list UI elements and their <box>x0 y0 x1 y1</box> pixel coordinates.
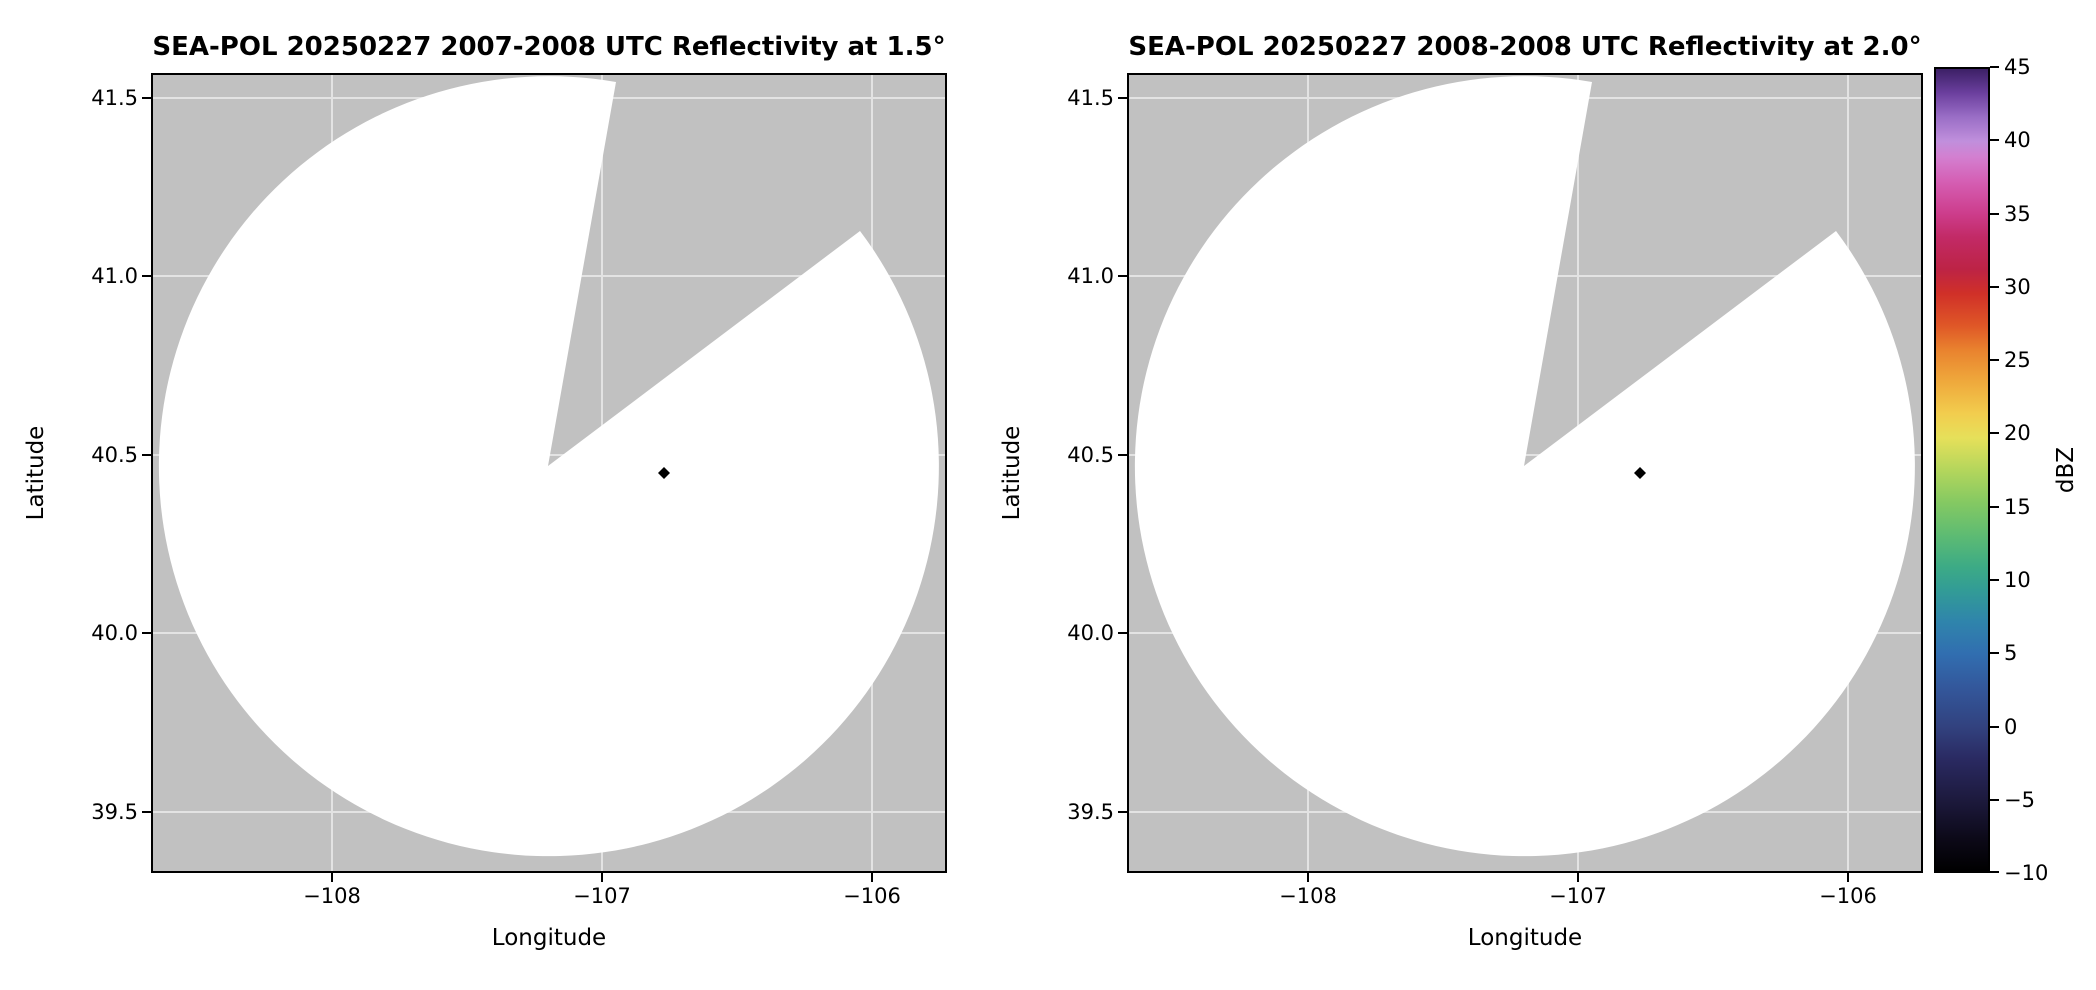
colorbar-tick-mark <box>1990 359 1999 361</box>
radar-coverage-area <box>158 76 939 857</box>
colorbar-tick-mark <box>1990 432 1999 434</box>
x-tick-label: −108 <box>1279 884 1337 908</box>
x-tick-label: −107 <box>1549 884 1607 908</box>
echo-dot <box>658 467 670 479</box>
y-tick-label: 41.0 <box>91 264 138 288</box>
colorbar-tick-label: 25 <box>2004 348 2031 372</box>
y-tick-label: 40.5 <box>1067 443 1114 467</box>
colorbar-tick-label: 45 <box>2004 55 2031 79</box>
x-axis-label: Longitude <box>491 925 607 951</box>
colorbar-tick-label: −5 <box>2004 788 2035 812</box>
y-tick-mark <box>1118 97 1127 99</box>
colorbar-tick-label: 40 <box>2004 128 2031 152</box>
y-tick-mark <box>142 811 151 813</box>
colorbar-tick-mark <box>1990 213 1999 215</box>
y-tick-label: 41.5 <box>91 86 138 110</box>
colorbar-tick-mark <box>1990 66 1999 68</box>
y-tick-label: 39.5 <box>91 800 138 824</box>
x-tick-label: −106 <box>1819 884 1877 908</box>
x-tick-mark <box>331 873 333 882</box>
radar-plot-left <box>151 73 947 873</box>
colorbar-tick-label: 35 <box>2004 202 2031 226</box>
x-tick-label: −108 <box>303 884 361 908</box>
colorbar-tick-mark <box>1990 506 1999 508</box>
panel-right-title: SEA-POL 20250227 2008-2008 UTC Reflectiv… <box>1128 32 1922 62</box>
x-tick-mark <box>601 873 603 882</box>
y-tick-mark <box>1118 811 1127 813</box>
colorbar-tick-mark <box>1990 139 1999 141</box>
panel-left-title: SEA-POL 20250227 2007-2008 UTC Reflectiv… <box>152 32 946 62</box>
y-axis-label: Latitude <box>999 425 1025 521</box>
colorbar-tick-label: 5 <box>2004 641 2018 665</box>
colorbar-tick-label: 15 <box>2004 495 2031 519</box>
x-axis-label: Longitude <box>1467 925 1583 951</box>
y-tick-mark <box>142 454 151 456</box>
y-tick-label: 40.0 <box>1067 621 1114 645</box>
colorbar-tick-mark <box>1990 652 1999 654</box>
y-tick-mark <box>1118 275 1127 277</box>
radar-plot-right <box>1127 73 1923 873</box>
x-tick-mark <box>1847 873 1849 882</box>
colorbar-tick-label: −10 <box>2004 861 2049 885</box>
colorbar-tick-mark <box>1990 799 1999 801</box>
y-tick-label: 41.0 <box>1067 264 1114 288</box>
radar-coverage-area <box>1134 76 1915 857</box>
colorbar-label: dBZ <box>2053 446 2079 494</box>
y-tick-mark <box>1118 454 1127 456</box>
x-tick-mark <box>871 873 873 882</box>
colorbar-tick-mark <box>1990 579 1999 581</box>
plot-border <box>151 73 947 873</box>
colorbar-tick-mark <box>1990 726 1999 728</box>
y-tick-label: 40.0 <box>91 621 138 645</box>
plot-border <box>1127 73 1923 873</box>
y-tick-label: 39.5 <box>1067 800 1114 824</box>
y-tick-mark <box>142 632 151 634</box>
x-tick-mark <box>1307 873 1309 882</box>
colorbar-tick-label: 20 <box>2004 421 2031 445</box>
colorbar-tick-mark <box>1990 286 1999 288</box>
echo-dot <box>1634 467 1646 479</box>
y-tick-label: 40.5 <box>91 443 138 467</box>
colorbar-tick-label: 0 <box>2004 715 2018 739</box>
colorbar-tick-mark <box>1990 871 1999 873</box>
x-tick-label: −107 <box>573 884 631 908</box>
y-tick-mark <box>142 275 151 277</box>
y-tick-label: 41.5 <box>1067 86 1114 110</box>
colorbar-gradient <box>1934 67 1990 873</box>
colorbar-tick-label: 30 <box>2004 275 2031 299</box>
x-tick-mark <box>1577 873 1579 882</box>
x-tick-label: −106 <box>843 884 901 908</box>
y-tick-mark <box>1118 632 1127 634</box>
colorbar-tick-label: 10 <box>2004 568 2031 592</box>
y-tick-mark <box>142 97 151 99</box>
